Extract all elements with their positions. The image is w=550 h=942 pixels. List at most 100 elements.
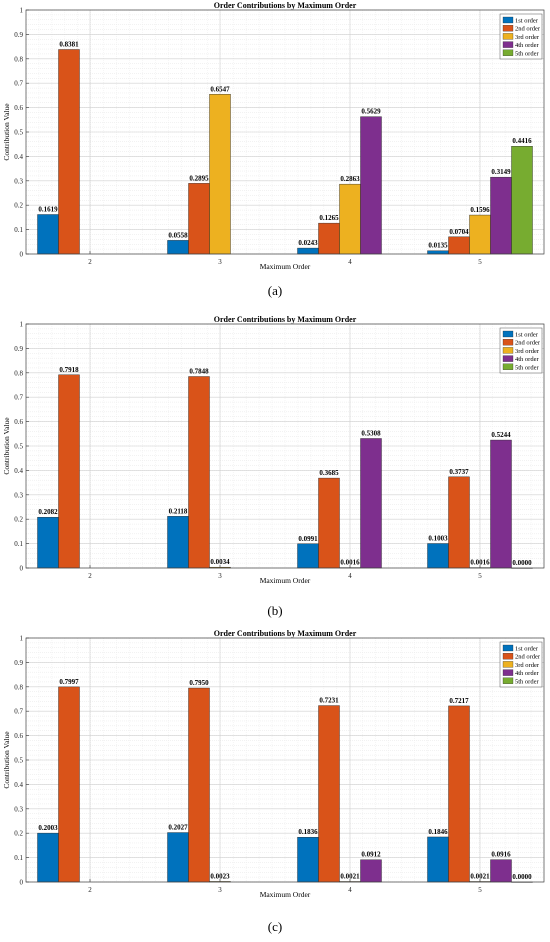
legend-swatch: [502, 644, 514, 652]
y-tick-label: 1: [20, 635, 24, 643]
data-label: 0.7231: [319, 697, 339, 705]
bar-1st-order-4: [297, 247, 319, 255]
data-label: 0.0704: [449, 228, 469, 236]
x-tick-label: 3: [218, 572, 222, 580]
y-tick-label: 0.8: [14, 55, 23, 63]
data-label: 0.1619: [38, 205, 58, 213]
x-tick-label: 4: [348, 258, 352, 266]
caption-a: (a): [267, 283, 283, 298]
bar-1st-order-3: [167, 832, 189, 883]
bar-2nd-order-3: [188, 183, 210, 255]
y-tick-label: 0.1: [14, 226, 23, 234]
bar-2nd-order-2: [58, 686, 80, 883]
legend-label: 4th order: [515, 670, 539, 677]
bar-chart-c: Order Contributions by Maximum Order 0 0.1…: [2, 629, 545, 899]
bar-1st-order-3: [167, 240, 189, 255]
data-label: 0.1836: [298, 828, 318, 836]
y-tick-label: 0.9: [14, 659, 23, 667]
bar-2nd-order-5: [448, 476, 470, 569]
legend-swatch: [502, 347, 514, 354]
x-tick-label: 2: [88, 572, 92, 580]
chart-panel-b: Order Contributions by Maximum Order 0 0.1…: [0, 314, 550, 628]
legend-label: 5th order: [515, 364, 539, 371]
bar-4th-order-4: [360, 116, 382, 255]
data-label: 0.0023: [210, 872, 230, 880]
data-label: 0.0558: [168, 231, 188, 239]
legend-label: 4th order: [515, 356, 539, 363]
x-tick-label: 3: [218, 258, 222, 266]
legend-label: 1st order: [515, 646, 539, 653]
chart-panel-a: Order Contributions by Maximum Order 0 0.1…: [0, 0, 550, 314]
axes-box: [25, 9, 545, 255]
y-tick-label: 0.8: [14, 369, 23, 377]
x-tick-label: 5: [478, 572, 482, 580]
y-tick-label: 0.6: [14, 732, 23, 740]
data-label: 0.7918: [59, 366, 79, 374]
y-tick-label: 0.3: [14, 805, 23, 813]
legend-swatch: [502, 653, 514, 660]
data-label: 0.0021: [340, 872, 360, 880]
bar-2nd-order-3: [188, 687, 210, 883]
bar-4th-order-5: [490, 859, 512, 883]
bar-1st-order-4: [297, 543, 319, 569]
legend-label: 2nd order: [515, 26, 541, 33]
y-tick-label: 0.6: [14, 104, 23, 112]
bar-1st-order-5: [427, 836, 449, 883]
y-tick-label: 1: [20, 7, 24, 15]
legend-swatch: [502, 16, 514, 24]
x-tick-label: 2: [88, 258, 92, 266]
y-tick-label: 0.4: [14, 153, 23, 161]
axes-box: [25, 323, 545, 569]
legend-label: 3rd order: [515, 662, 540, 669]
y-tick-label: 0.7: [14, 708, 23, 716]
data-label: 0.0016: [340, 559, 360, 567]
legend-label: 1st order: [515, 18, 539, 25]
x-tick-label: 4: [348, 572, 352, 580]
data-label: 0.0243: [298, 239, 318, 247]
legend-swatch: [502, 41, 514, 48]
legend-swatch: [502, 33, 514, 40]
data-label: 0.1846: [428, 828, 448, 836]
legend-label: 5th order: [515, 50, 539, 57]
data-label: 0.0000: [512, 873, 532, 881]
data-label: 0.0135: [428, 242, 448, 250]
data-label: 0.0912: [361, 851, 381, 859]
chart-title: Order Contributions by Maximum Order: [214, 315, 357, 324]
y-tick-label: 0.7: [14, 80, 23, 88]
data-label: 0.0021: [470, 872, 490, 880]
legend-swatch: [502, 355, 514, 362]
legend-label: 1st order: [515, 332, 539, 339]
legend-label: 2nd order: [515, 654, 541, 661]
data-label: 0.0034: [210, 558, 230, 566]
y-tick-label: 0.4: [14, 467, 23, 475]
bar-chart-b: Order Contributions by Maximum Order 0 0.1…: [2, 315, 545, 585]
legend-swatch: [502, 339, 514, 346]
data-label: 0.3737: [449, 468, 469, 476]
y-tick-label: 0.8: [14, 683, 23, 691]
y-tick-label: 0.5: [14, 443, 23, 451]
data-label: 0.0916: [491, 851, 511, 859]
data-label: 0.1596: [470, 206, 490, 214]
axes-box: [25, 637, 545, 883]
data-label: 0.0016: [470, 559, 490, 567]
data-label: 0.2003: [38, 824, 58, 832]
bar-2nd-order-4: [318, 477, 340, 569]
data-label: 0.2027: [168, 824, 188, 832]
y-axis-label: Contribution Value: [2, 103, 11, 161]
bar-1st-order-4: [297, 837, 319, 883]
data-label: 0.7997: [59, 678, 79, 686]
y-tick-label: 0: [20, 565, 24, 573]
bar-2nd-order-2: [58, 374, 80, 569]
data-label: 0.5629: [361, 108, 381, 116]
x-tick-label: 3: [218, 886, 222, 894]
x-axis-label: Maximum Order: [260, 262, 311, 271]
data-label: 0.4416: [512, 137, 532, 145]
legend-swatch: [502, 669, 514, 676]
data-label: 0.7848: [189, 368, 209, 376]
y-axis-label: Contribution Value: [2, 731, 11, 789]
data-label: 0.0991: [298, 535, 318, 543]
caption-b: (b): [267, 603, 283, 618]
bar-4th-order-5: [490, 176, 512, 255]
y-tick-label: 0.9: [14, 345, 23, 353]
y-tick-label: 0.5: [14, 129, 23, 137]
